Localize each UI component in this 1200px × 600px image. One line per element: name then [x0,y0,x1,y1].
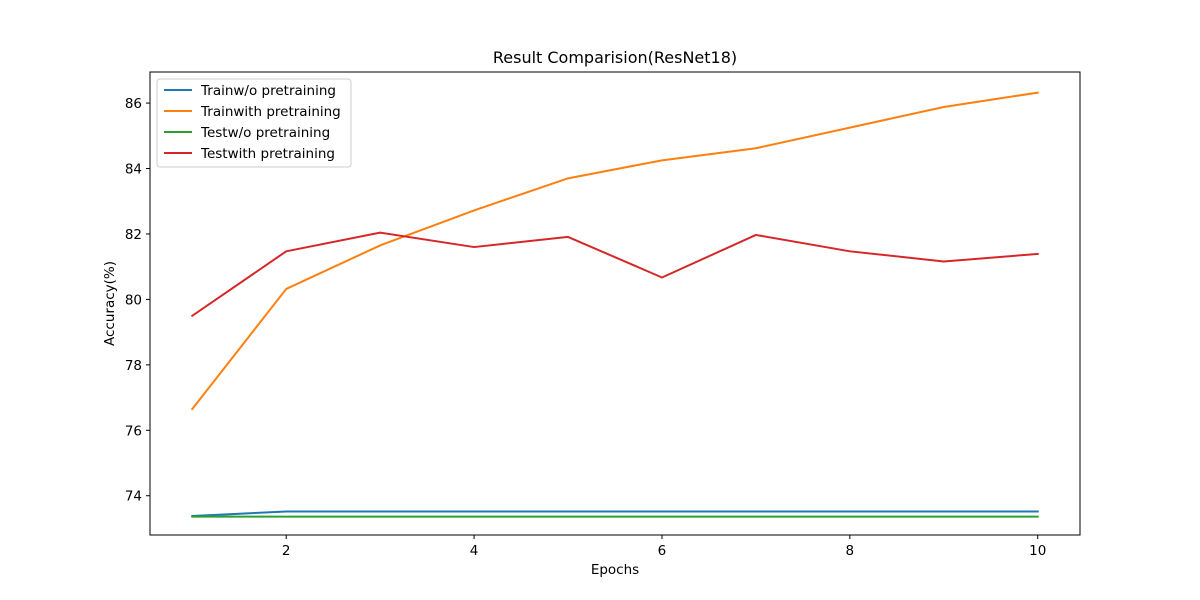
y-tick-label: 74 [125,489,142,505]
legend: Trainw/o pretraining Trainwith pretrainin… [156,78,352,168]
x-tick-label: 8 [846,543,855,559]
y-tick-label: 76 [125,423,142,439]
legend-label-3: Testw/o pretraining [200,125,330,141]
y-tick-label: 78 [125,358,142,374]
y-axis-label: Accuracy(%) [102,261,118,346]
legend-box [156,78,352,168]
y-tick-label: 80 [125,292,142,308]
legend-label-4: Testwith pretraining [200,146,335,162]
x-tick-label: 6 [658,543,667,559]
series-line-4 [190,231,1039,318]
y-tick-label: 86 [125,96,142,112]
x-tick-label: 4 [470,543,479,559]
x-tick-label: 2 [282,543,291,559]
chart-title: Result Comparision(ResNet18) [493,48,737,67]
x-axis-ticks: 2 4 6 8 10 [282,535,1046,559]
series-layer [190,91,1039,518]
plot-area-frame [149,71,1081,536]
legend-label-2: Trainwith pretraining [200,104,341,120]
y-axis-ticks: 74 76 78 80 82 84 86 [125,96,150,505]
x-axis-label: Epochs [591,562,639,578]
series-line-2 [190,91,1039,411]
legend-label-1: Trainw/o pretraining [200,83,336,99]
x-tick-label: 10 [1029,543,1046,559]
y-tick-label: 84 [125,162,142,178]
series-line-1 [191,510,1039,518]
y-tick-label: 82 [125,227,142,243]
